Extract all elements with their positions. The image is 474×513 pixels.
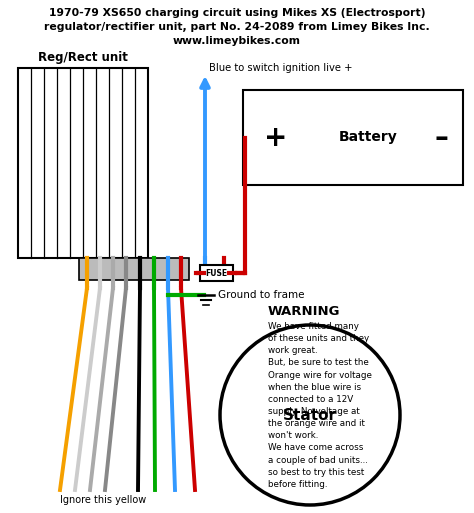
Text: regulator/rectifier unit, part No. 24-2089 from Limey Bikes Inc.: regulator/rectifier unit, part No. 24-20… xyxy=(44,22,430,32)
Circle shape xyxy=(220,325,400,505)
Bar xyxy=(200,265,233,281)
Text: Stator: Stator xyxy=(283,407,337,423)
Text: –: – xyxy=(434,124,448,151)
Text: Ignore this yellow: Ignore this yellow xyxy=(60,495,146,505)
Bar xyxy=(243,90,463,185)
Text: Blue to switch ignition live +: Blue to switch ignition live + xyxy=(209,63,353,73)
Text: WARNING: WARNING xyxy=(268,305,340,318)
Text: FUSE: FUSE xyxy=(205,268,227,278)
Text: We have fitted many
of these units and they
work great.
But, be sure to test the: We have fitted many of these units and t… xyxy=(268,322,372,489)
Bar xyxy=(79,258,189,280)
Text: Battery: Battery xyxy=(338,130,397,145)
Text: www.limeybikes.com: www.limeybikes.com xyxy=(173,36,301,46)
Text: Reg/Rect unit: Reg/Rect unit xyxy=(38,51,128,64)
Text: +: + xyxy=(264,124,288,151)
Text: 1970-79 XS650 charging circuit using Mikes XS (Electrosport): 1970-79 XS650 charging circuit using Mik… xyxy=(49,8,425,18)
Bar xyxy=(18,68,148,258)
Text: Ground to frame: Ground to frame xyxy=(218,290,304,300)
